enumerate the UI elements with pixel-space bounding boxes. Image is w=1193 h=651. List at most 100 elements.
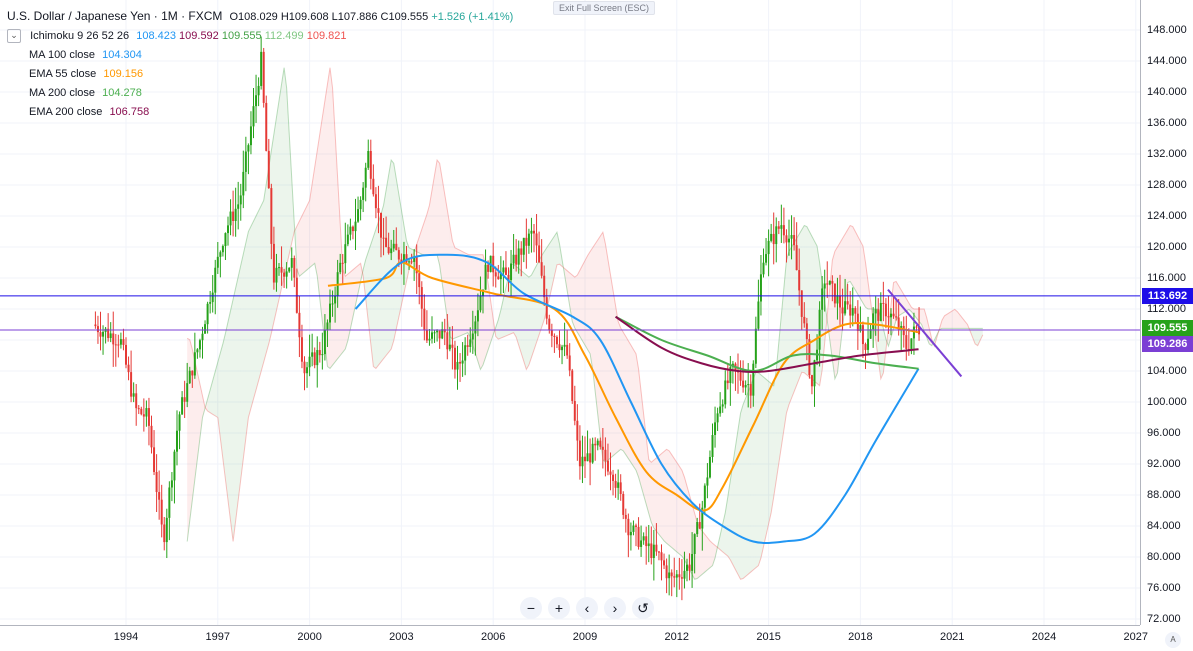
cloud-segment [789, 247, 792, 405]
candle-body [484, 264, 487, 290]
cloud-segment [865, 262, 869, 309]
cloud-segment [386, 175, 389, 356]
candle-body [629, 531, 632, 536]
legend-ema55[interactable]: EMA 55 close 109.156 [7, 65, 513, 84]
scroll-left-button[interactable]: ‹ [576, 597, 598, 619]
candle-body [578, 440, 581, 467]
cloud-segment [653, 457, 657, 532]
candle-body [706, 477, 709, 486]
cloud-segment [337, 178, 341, 359]
reset-chart-button[interactable]: ↺ [632, 597, 654, 619]
auto-scale-button[interactable]: A [1165, 632, 1181, 648]
cloud-segment [791, 242, 795, 399]
price-tick-label: 104.000 [1147, 365, 1187, 377]
legend-ma200[interactable]: MA 200 close 104.278 [7, 84, 513, 103]
candle-body [329, 303, 331, 323]
candle-body [359, 199, 362, 210]
candle-body [836, 295, 839, 304]
cloud-segment [276, 100, 279, 311]
cloud-segment [942, 315, 945, 329]
candle-body [614, 480, 617, 488]
time-axis[interactable]: 1994 1997 2000 2003 2006 2009 2012 2015 2018 2021… [0, 625, 1148, 651]
cloud-segment [707, 537, 710, 570]
cloud-segment [210, 380, 213, 415]
candle-body [665, 565, 668, 579]
zoom-in-button[interactable]: + [548, 597, 570, 619]
candle-body [691, 554, 694, 571]
cloud-segment [771, 383, 774, 513]
candle-body [601, 446, 604, 450]
candle-body [775, 226, 778, 245]
cloud-segment [725, 497, 728, 557]
legend-ichimoku[interactable]: ⌄ Ichimoku 9 26 52 26 108.423 109.592 10… [7, 27, 513, 46]
cloud-segment [975, 328, 978, 346]
price-chart[interactable] [0, 0, 1140, 625]
candle-body [441, 329, 444, 339]
cloud-segment [452, 240, 455, 340]
ma200-line [615, 315, 919, 373]
candle-body [910, 338, 913, 351]
price-axis[interactable]: 148.000 144.000 140.000 136.000 132.000 128.0… [1140, 0, 1193, 625]
chart-area[interactable]: U.S. Dollar / Japanese Yen · 1M · FXCM O… [0, 0, 1140, 625]
legend-ema200[interactable]: EMA 200 close 106.758 [7, 103, 513, 122]
candle-body [469, 339, 472, 347]
cloud-segment [811, 236, 815, 382]
cloud-segment [279, 84, 282, 300]
cloud-segment [898, 285, 902, 316]
ichimoku-value: 109.555 [221, 30, 262, 42]
candle-body [872, 313, 875, 330]
candle-body [874, 309, 877, 314]
cloud-segment [330, 67, 333, 369]
candle-body [323, 330, 326, 355]
cloud-segment [495, 319, 499, 340]
symbol-title[interactable]: U.S. Dollar / Japanese Yen · 1M · FXCM [7, 9, 223, 23]
candle-body [267, 150, 270, 189]
legend-ma100[interactable]: MA 100 close 104.304 [7, 46, 513, 65]
cloud-segment [674, 458, 677, 552]
zoom-out-button[interactable]: − [520, 597, 542, 619]
cloud-segment [620, 327, 624, 451]
cloud-segment [704, 534, 708, 573]
candle-body [346, 234, 349, 245]
candle-body [884, 303, 887, 317]
cloud-segment [403, 225, 407, 294]
candle-body [831, 280, 834, 284]
candle-body [719, 406, 722, 414]
candle-body [443, 329, 446, 333]
cloud-segment [518, 268, 522, 354]
cloud-segment [493, 318, 496, 337]
time-tick-label: 2006 [480, 631, 506, 643]
price-tick-label: 120.000 [1147, 241, 1187, 253]
cloud-segment [564, 268, 568, 291]
collapse-icon[interactable]: ⌄ [7, 29, 21, 44]
price-label: 109.286 [1142, 336, 1193, 353]
candle-body [122, 339, 125, 345]
candle-body [415, 256, 418, 274]
candle-body [499, 272, 502, 280]
cloud-segment [773, 370, 777, 498]
cloud-segment [335, 133, 338, 362]
cloud-segment [569, 272, 573, 322]
candle-body [686, 564, 688, 571]
cloud-segment [556, 232, 560, 265]
cloud-segment [766, 379, 769, 536]
candle-body [533, 230, 535, 234]
price-tick-label: 84.000 [1147, 520, 1181, 532]
candle-body [688, 564, 691, 571]
scroll-right-button[interactable]: › [604, 597, 626, 619]
candle-body [232, 211, 235, 221]
candle-body [413, 256, 416, 262]
candle-body [94, 324, 97, 327]
candle-body [635, 525, 637, 527]
cloud-segment [480, 254, 483, 370]
cloud-segment [732, 446, 736, 570]
candle-body [624, 514, 627, 519]
cloud-segment [513, 264, 517, 338]
cloud-segment [967, 324, 971, 331]
candle-body [527, 233, 530, 246]
time-tick-label: 2000 [297, 631, 322, 643]
candle-body [160, 499, 163, 525]
exit-fullscreen-button[interactable]: Exit Full Screen (ESC) [553, 1, 656, 15]
candle-body [372, 178, 375, 195]
cloud-segment [309, 183, 313, 268]
